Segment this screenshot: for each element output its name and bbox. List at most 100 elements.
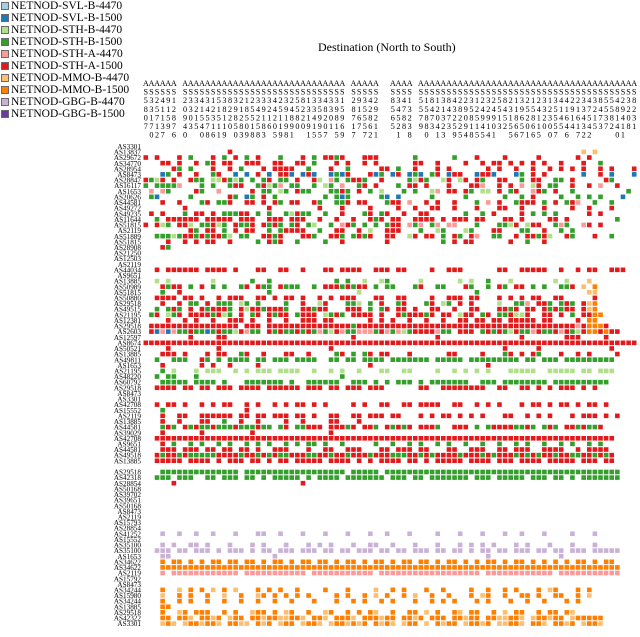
heatmap-cell	[441, 239, 446, 245]
heatmap-cell	[194, 531, 199, 537]
heatmap-cell	[368, 435, 373, 441]
heatmap-cell	[502, 531, 508, 537]
heatmap-cell	[306, 233, 311, 239]
heatmap-cell	[295, 211, 300, 216]
heatmap-cell	[536, 329, 542, 334]
heatmap-cell	[384, 340, 390, 346]
heatmap-cell	[351, 385, 356, 391]
heatmap-cell	[182, 610, 188, 615]
heatmap-cell	[255, 362, 261, 368]
heatmap-cell	[351, 615, 356, 621]
heatmap-cell	[300, 452, 306, 458]
heatmap-cell	[194, 228, 199, 233]
heatmap-cell	[519, 548, 525, 553]
heatmap-cell	[345, 385, 351, 391]
heatmap-cell	[469, 621, 474, 626]
heatmap-cell	[368, 216, 373, 222]
heatmap-cell	[536, 183, 542, 188]
heatmap-cell	[210, 160, 216, 166]
heatmap-cell	[603, 413, 609, 419]
heatmap-cell	[267, 385, 272, 391]
heatmap-cell	[334, 424, 339, 430]
heatmap-cell	[194, 323, 199, 329]
heatmap-cell	[328, 565, 334, 570]
heatmap-cell	[384, 621, 390, 626]
heatmap-cell	[323, 340, 328, 346]
heatmap-cell	[323, 441, 328, 447]
heatmap-cell	[199, 424, 205, 430]
heatmap-cell	[227, 194, 233, 200]
heatmap-cell	[194, 177, 199, 183]
heatmap-cell	[339, 368, 345, 374]
heatmap-cell	[289, 172, 295, 177]
heatmap-cell	[564, 329, 570, 334]
heatmap-cell	[581, 570, 586, 576]
heatmap-cell	[474, 222, 480, 228]
heatmap-cell	[362, 565, 368, 570]
heatmap-cell	[160, 542, 165, 548]
heatmap-cell	[165, 278, 171, 284]
heatmap-cell	[570, 565, 575, 570]
heatmap-cell	[379, 351, 384, 357]
heatmap-cell	[334, 385, 339, 391]
heatmap-cell	[570, 548, 575, 553]
heatmap-cell	[171, 166, 177, 172]
heatmap-cell	[160, 329, 165, 334]
heatmap-cell	[401, 447, 407, 452]
heatmap-cell	[536, 295, 542, 301]
heatmap-cell	[502, 216, 508, 222]
heatmap-cell	[227, 340, 233, 346]
heatmap-cell	[581, 621, 586, 626]
heatmap-cell	[261, 222, 266, 228]
heatmap-cell	[334, 475, 339, 480]
heatmap-cell	[452, 424, 457, 430]
heatmap-cell	[384, 379, 390, 385]
heatmap-cell	[317, 306, 323, 312]
heatmap-cell	[575, 559, 581, 565]
heatmap-cell	[199, 458, 205, 464]
heatmap-cell	[261, 357, 266, 362]
heatmap-cell	[362, 469, 368, 475]
heatmap-cell	[474, 559, 480, 565]
heatmap-cell	[261, 593, 266, 598]
heatmap-cell	[339, 570, 345, 576]
heatmap-cell	[429, 329, 435, 334]
heatmap-cell	[519, 216, 525, 222]
heatmap-cell	[194, 216, 199, 222]
heatmap-cell	[547, 542, 553, 548]
heatmap-cell	[345, 194, 351, 200]
heatmap-cell	[216, 346, 222, 351]
heatmap-cell	[216, 222, 222, 228]
heatmap-cell	[255, 587, 261, 593]
heatmap-cell	[412, 458, 418, 464]
heatmap-cell	[586, 306, 592, 312]
heatmap-cell	[216, 435, 222, 441]
heatmap-cell	[457, 610, 463, 615]
heatmap-cell	[615, 469, 620, 475]
heatmap-cell	[182, 329, 188, 334]
heatmap-cell	[328, 419, 334, 424]
heatmap-cell	[210, 239, 216, 245]
heatmap-cell	[356, 183, 362, 188]
heatmap-cell	[227, 458, 233, 464]
heatmap-cell	[502, 475, 508, 480]
heatmap-cell	[536, 222, 542, 228]
heatmap-cell	[351, 424, 356, 430]
heatmap-cell	[373, 216, 379, 222]
heatmap-cell	[188, 177, 194, 183]
heatmap-cell	[267, 228, 272, 233]
y-tick-label: AS39651	[114, 497, 142, 505]
heatmap-cell	[497, 200, 502, 205]
heatmap-cell	[154, 475, 160, 480]
heatmap-cell	[154, 183, 160, 188]
heatmap-cell	[418, 228, 424, 233]
heatmap-cell	[289, 379, 295, 385]
heatmap-cell	[362, 357, 368, 362]
heatmap-cell	[384, 447, 390, 452]
heatmap-cell	[311, 200, 317, 205]
heatmap-cell	[525, 368, 530, 374]
heatmap-cell	[564, 278, 570, 284]
